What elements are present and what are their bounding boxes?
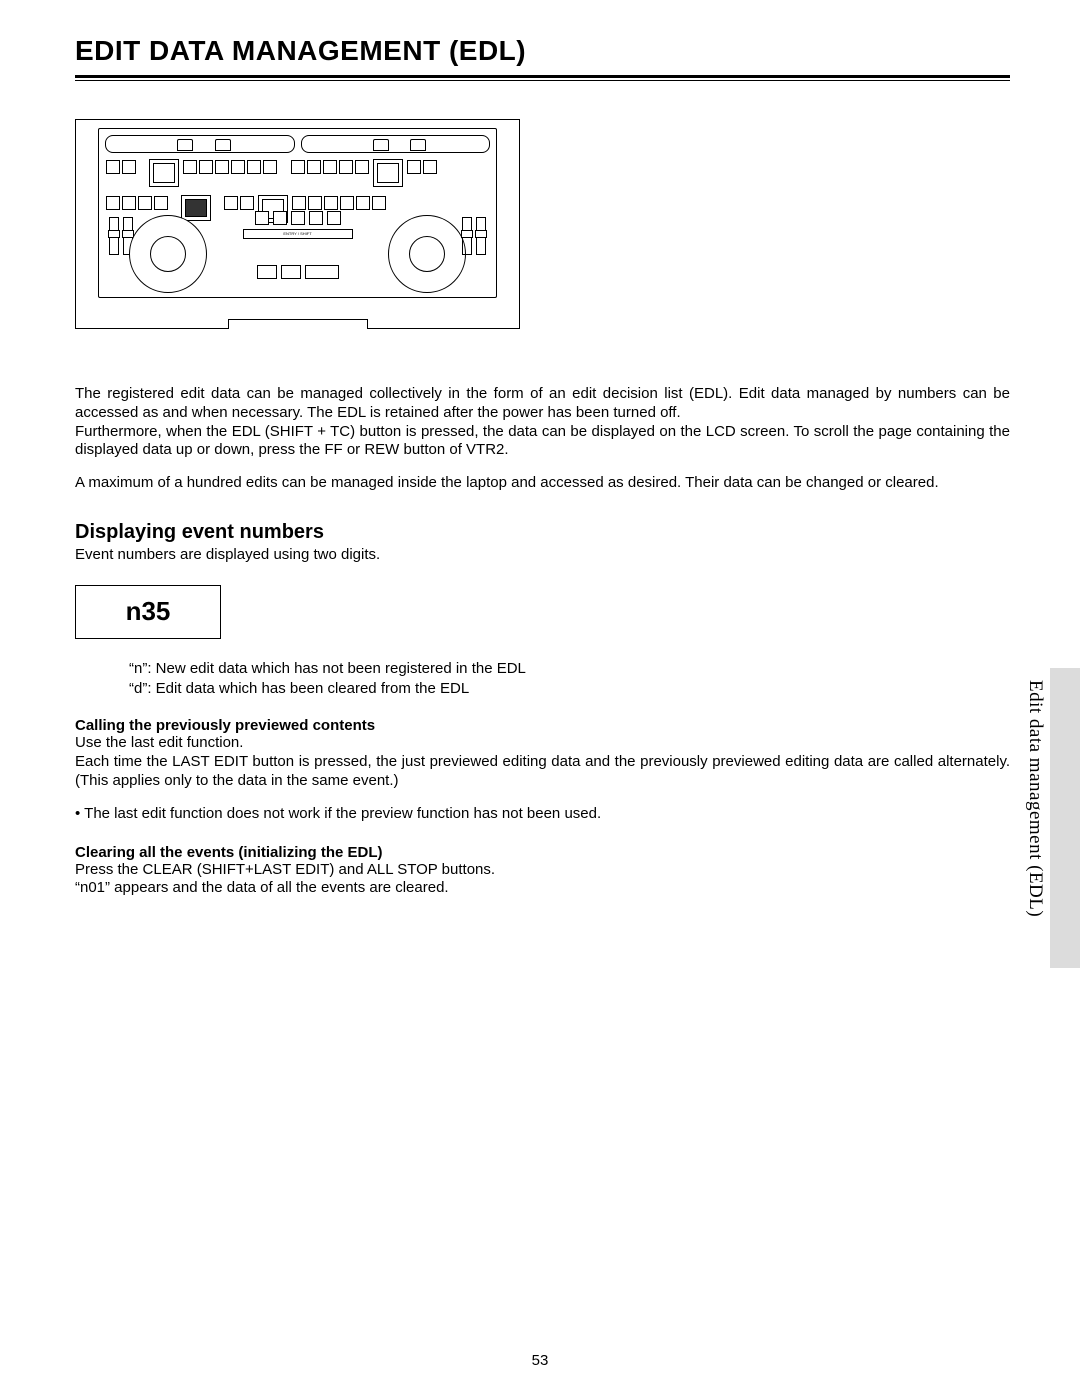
calling-heading: Calling the previously previewed content… <box>75 717 1010 734</box>
event-number-display: n35 <box>75 585 221 639</box>
panel-notch <box>228 319 368 329</box>
legend-d: “d”: Edit data which has been cleared fr… <box>129 679 1010 699</box>
clearing-l1: Press the CLEAR (SHIFT+LAST EDIT) and AL… <box>75 861 1010 880</box>
slider-icon <box>476 217 486 255</box>
intro-p3: A maximum of a hundred edits can be mana… <box>75 474 1010 493</box>
page-title: EDIT DATA MANAGEMENT (EDL) <box>75 35 1010 67</box>
slider-icon <box>109 217 119 255</box>
intro-p1: The registered edit data can be managed … <box>75 385 1010 423</box>
control-panel-inner: ENTRY / SHIFT <box>98 128 497 298</box>
calling-bullet: The last edit function does not work if … <box>75 805 1010 822</box>
page-content: EDIT DATA MANAGEMENT (EDL) <box>75 35 1010 898</box>
displaying-heading: Displaying event numbers <box>75 521 1010 544</box>
jog-dial-right <box>388 215 466 293</box>
control-panel-figure: ENTRY / SHIFT <box>75 119 520 329</box>
displaying-line: Event numbers are displayed using two di… <box>75 546 1010 563</box>
clearing-heading: Clearing all the events (initializing th… <box>75 844 1010 861</box>
intro-block: The registered edit data can be managed … <box>75 385 1010 493</box>
dial-row: ENTRY / SHIFT <box>105 211 490 291</box>
title-rule-thick <box>75 75 1010 78</box>
intro-p2: Furthermore, when the EDL (SHIFT + TC) b… <box>75 423 1010 461</box>
clearing-l2: “n01” appears and the data of all the ev… <box>75 879 1010 898</box>
lcd-vtr1 <box>105 135 295 153</box>
calling-l2: Each time the LAST EDIT button is presse… <box>75 753 1010 791</box>
page-number: 53 <box>0 1352 1080 1369</box>
legend-n: “n”: New edit data which has not been re… <box>129 659 1010 679</box>
title-rule-thin <box>75 80 1010 81</box>
side-tab <box>1050 668 1080 968</box>
entry-shift-bar: ENTRY / SHIFT <box>243 229 353 239</box>
legend-block: “n”: New edit data which has not been re… <box>129 659 1010 700</box>
lcd-vtr2 <box>301 135 491 153</box>
calling-l1: Use the last edit function. <box>75 734 1010 753</box>
center-button-column: ENTRY / SHIFT <box>238 211 358 279</box>
button-grid <box>105 159 490 205</box>
jog-dial-left <box>129 215 207 293</box>
slider-icon <box>462 217 472 255</box>
side-section-label: Edit data management (EDL) <box>1024 680 1046 917</box>
